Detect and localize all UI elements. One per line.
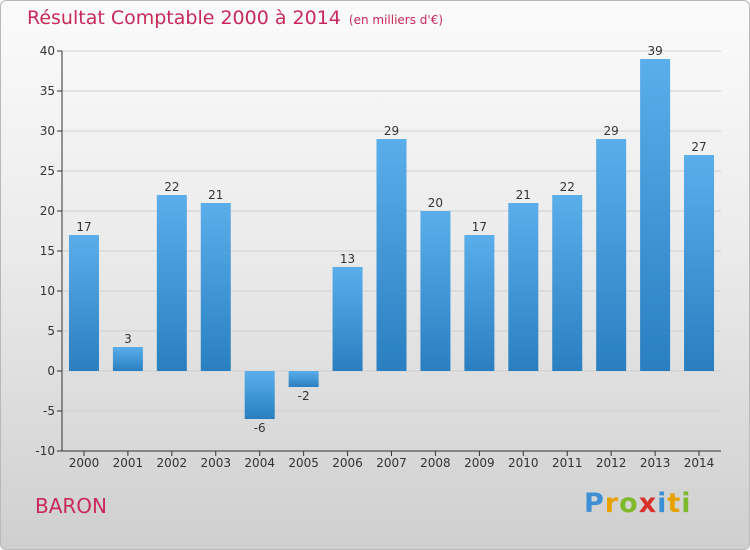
bar-2013 xyxy=(640,59,671,371)
bar-2008 xyxy=(420,211,451,371)
logo-letter: x xyxy=(638,488,658,519)
bar-2010 xyxy=(508,203,539,371)
logo-letter: t xyxy=(667,488,682,519)
y-tick-label: 35 xyxy=(40,84,55,98)
x-tick-label: 2003 xyxy=(200,456,231,470)
bar-2003 xyxy=(200,203,231,371)
y-tick-label: 20 xyxy=(40,204,55,218)
chart-title: Résultat Comptable 2000 à 2014 (en millie… xyxy=(27,7,443,29)
value-label: 21 xyxy=(208,188,223,202)
logo-letter: i xyxy=(657,488,668,519)
bar-2001 xyxy=(112,347,143,371)
value-label: 17 xyxy=(76,220,91,234)
x-tick-label: 2009 xyxy=(464,456,495,470)
y-tick-label: 10 xyxy=(40,284,55,298)
x-tick-label: 2006 xyxy=(332,456,363,470)
x-tick-label: 2007 xyxy=(376,456,407,470)
value-label: 17 xyxy=(472,220,487,234)
bar-2014 xyxy=(684,155,715,371)
x-tick-label: 2010 xyxy=(508,456,539,470)
y-tick-label: 25 xyxy=(40,164,55,178)
x-tick-label: 2004 xyxy=(244,456,275,470)
labels: -10 -5 0 5 10 15 20 25 30 35 40 17 2000 3 2001 22 2002 21… xyxy=(35,44,714,470)
logo-letter: r xyxy=(604,488,620,519)
logo-letter: i xyxy=(681,488,692,519)
bar-2009 xyxy=(464,235,495,371)
x-tick-label: 2008 xyxy=(420,456,451,470)
value-label: 29 xyxy=(604,124,619,138)
bar-2012 xyxy=(596,139,627,371)
value-label: -2 xyxy=(298,389,310,403)
proxiti-logo: Proxiti xyxy=(584,488,692,519)
x-tick-label: 2011 xyxy=(552,456,583,470)
value-label: 27 xyxy=(691,140,706,154)
x-tick-label: 2013 xyxy=(640,456,671,470)
bar-2006 xyxy=(332,267,363,371)
x-tick-label: 2000 xyxy=(69,456,100,470)
bars xyxy=(68,59,715,419)
value-label: 22 xyxy=(164,180,179,194)
value-label: 21 xyxy=(516,188,531,202)
bar-2004 xyxy=(244,371,275,419)
x-tick-label: 2014 xyxy=(684,456,715,470)
value-label: 13 xyxy=(340,252,355,266)
title-main: Résultat Comptable 2000 à 2014 xyxy=(27,7,341,29)
axes xyxy=(57,50,721,456)
value-label: -6 xyxy=(254,421,266,435)
value-label: 22 xyxy=(560,180,575,194)
y-tick-label: -5 xyxy=(43,404,55,418)
value-label: 3 xyxy=(124,332,132,346)
y-tick-label: 40 xyxy=(40,44,55,58)
y-tick-label: 15 xyxy=(40,244,55,258)
bar-2007 xyxy=(376,139,407,371)
y-tick-label: 0 xyxy=(47,364,55,378)
bar-2005 xyxy=(288,371,319,387)
x-tick-label: 2012 xyxy=(596,456,627,470)
value-label: 29 xyxy=(384,124,399,138)
x-tick-label: 2005 xyxy=(288,456,319,470)
value-label: 39 xyxy=(647,44,662,58)
logo-letter: P xyxy=(584,488,605,519)
x-tick-label: 2001 xyxy=(113,456,144,470)
y-tick-label: 30 xyxy=(40,124,55,138)
x-tick-label: 2002 xyxy=(157,456,188,470)
title-unit: (en milliers d'€) xyxy=(348,13,444,27)
bar-2011 xyxy=(552,195,583,371)
bar-2002 xyxy=(156,195,187,371)
commune-name: BARON xyxy=(35,494,108,518)
value-label: 20 xyxy=(428,196,443,210)
logo-letter: o xyxy=(619,488,639,519)
bar-2000 xyxy=(68,235,99,371)
y-tick-label: 5 xyxy=(47,324,55,338)
y-tick-label: -10 xyxy=(35,444,55,458)
